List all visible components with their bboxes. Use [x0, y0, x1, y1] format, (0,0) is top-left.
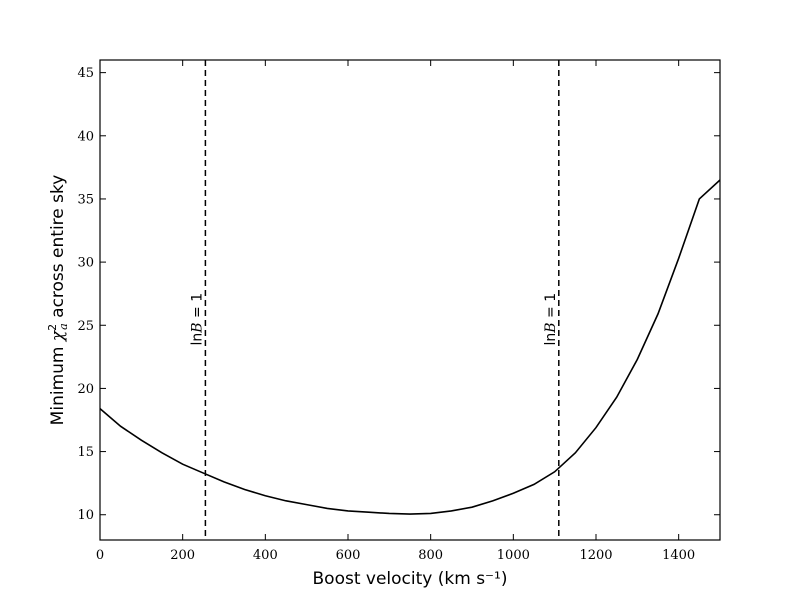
ticks-layer: 0 200 400 600 800 1000 1200 1400 10 15 20 25 30 35 40 4…	[77, 60, 720, 563]
reference-line-label-0: lnB = 1	[189, 293, 205, 346]
y-axis-title-superscript: 2	[46, 324, 59, 331]
y-axis-title-suffix: across entire sky	[48, 175, 68, 324]
y-tick-label: 15	[77, 445, 94, 460]
y-tick-label: 30	[77, 256, 94, 271]
x-tick-label: 400	[253, 548, 278, 563]
y-tick-label: 35	[77, 192, 94, 207]
x-tick-label: 0	[96, 548, 104, 563]
y-tick-label: 20	[77, 382, 94, 397]
x-axis-title: Boost velocity (km s⁻¹)	[313, 569, 508, 589]
plot-frame	[99, 59, 721, 541]
x-tick-label: 1000	[497, 548, 530, 563]
x-tick-label: 800	[418, 548, 443, 563]
x-tick-label: 200	[170, 548, 195, 563]
x-tick-label: 1200	[579, 548, 612, 563]
y-tick-label: 25	[77, 319, 94, 334]
y-tick-label: 10	[77, 508, 94, 523]
series-line-0	[99, 179, 721, 515]
marks-layer: lnB = 1 lnB = 1	[99, 60, 721, 540]
y-tick-label: 40	[77, 129, 94, 144]
x-tick-label: 600	[336, 548, 361, 563]
y-axis-title: Minimum χ2a across entire sky	[46, 175, 70, 426]
y-axis-title-prefix: Minimum	[48, 341, 68, 425]
y-axis-title-symbol: χ	[48, 329, 68, 342]
x-tick-label: 1400	[662, 548, 695, 563]
y-axis-title-subscript: a	[57, 323, 70, 330]
reference-line-label-1: lnB = 1	[543, 293, 559, 346]
y-tick-label: 45	[77, 66, 94, 81]
